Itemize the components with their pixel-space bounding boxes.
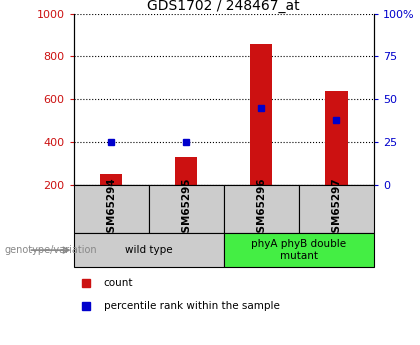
Text: count: count [104, 278, 133, 288]
Bar [223, 233, 374, 267]
Text: GSM65296: GSM65296 [256, 177, 266, 240]
Text: genotype/variation: genotype/variation [4, 245, 97, 255]
Text: GSM65294: GSM65294 [106, 177, 116, 240]
Bar [149, 185, 223, 233]
Text: phyA phyB double
mutant: phyA phyB double mutant [251, 239, 346, 261]
Title: GDS1702 / 248467_at: GDS1702 / 248467_at [147, 0, 300, 13]
Bar [325, 91, 347, 185]
Bar [299, 185, 374, 233]
Bar [175, 157, 197, 185]
Text: GSM65297: GSM65297 [331, 177, 341, 240]
Text: GSM65295: GSM65295 [181, 177, 191, 240]
Bar [100, 174, 122, 185]
Bar [250, 44, 273, 185]
Text: wild type: wild type [125, 245, 172, 255]
Bar [74, 233, 223, 267]
Bar [223, 185, 299, 233]
Text: percentile rank within the sample: percentile rank within the sample [104, 301, 279, 311]
Bar [74, 185, 149, 233]
